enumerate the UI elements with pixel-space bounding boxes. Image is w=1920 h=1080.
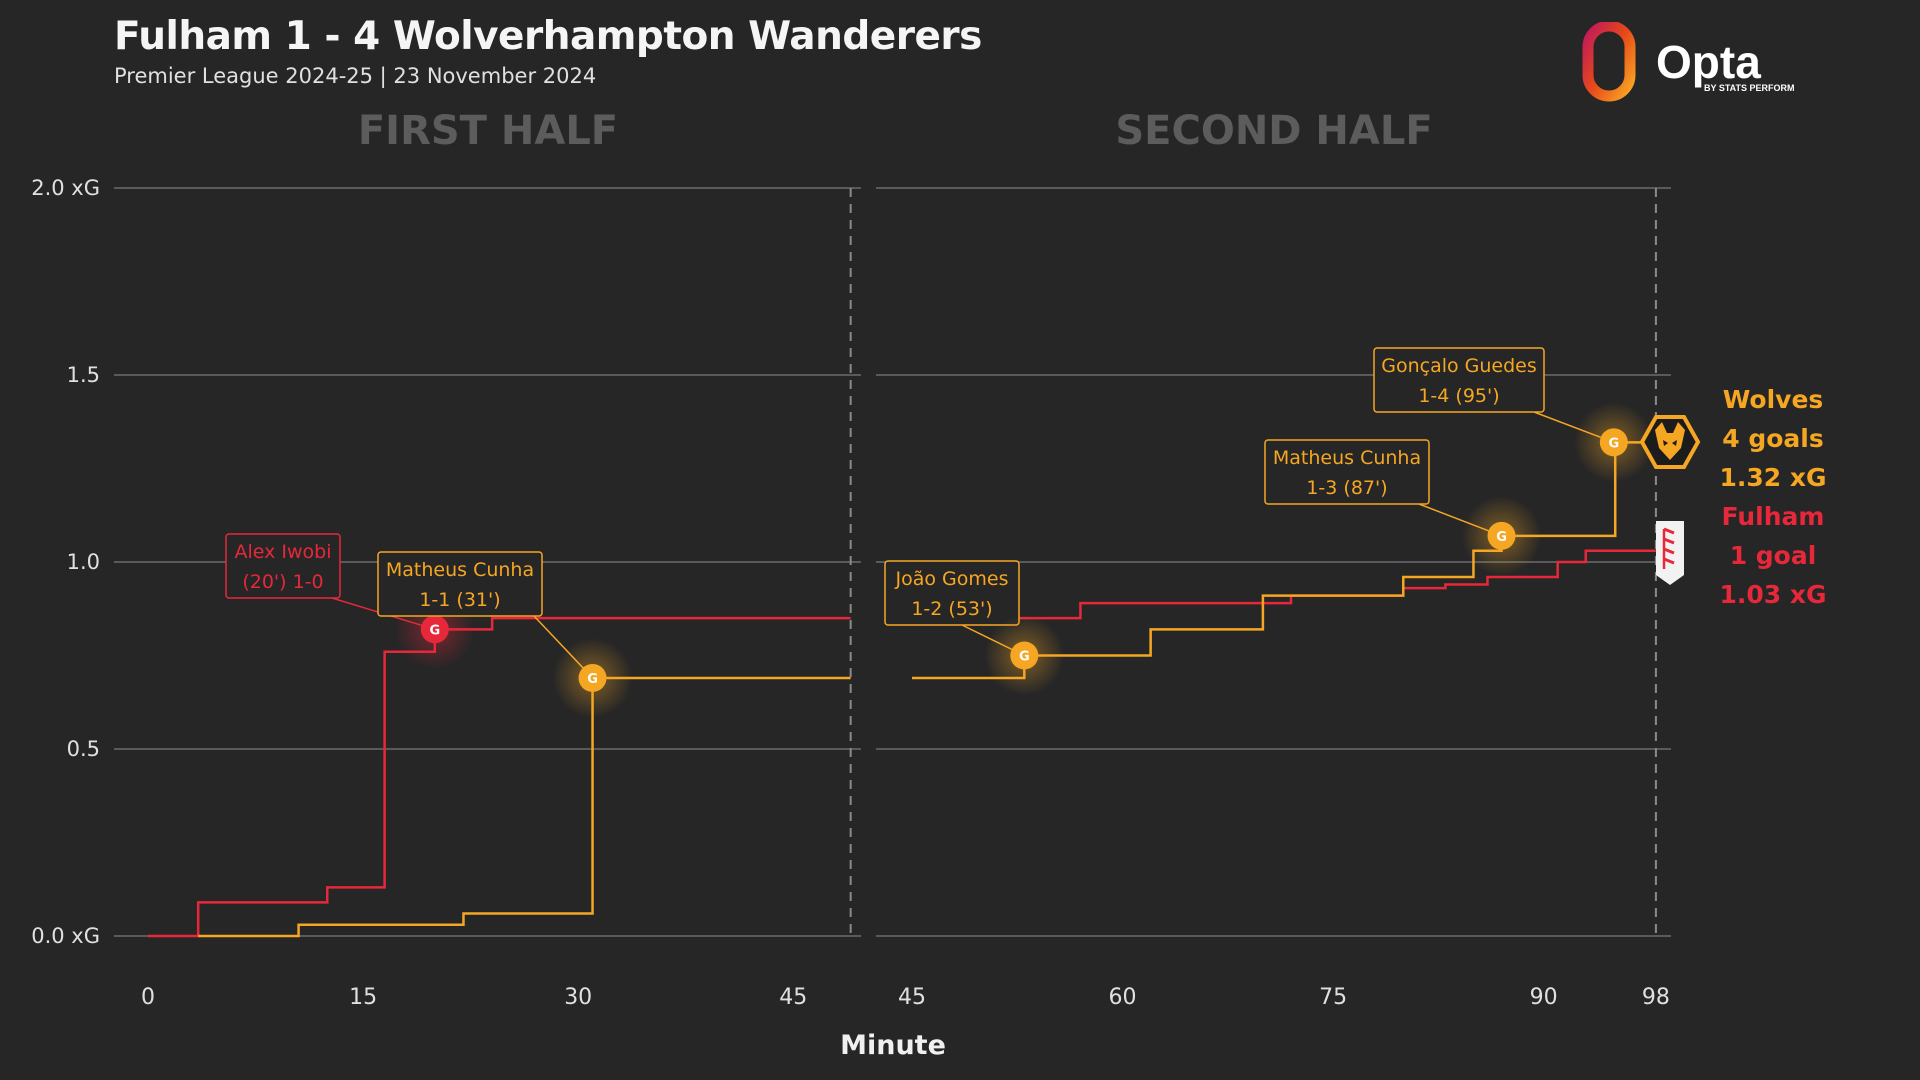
goal-marker (1010, 641, 1039, 670)
panel-title: SECOND HALF (1115, 108, 1432, 154)
y-tick-label: 1.0 (67, 550, 100, 574)
goal-callout-text: Matheus Cunha (1273, 447, 1421, 469)
goal-marker-label: G (587, 672, 598, 687)
goal-marker-label: G (429, 623, 440, 638)
goal-callout-text: 1-3 (87') (1306, 477, 1387, 499)
panel-title: FIRST HALF (358, 108, 618, 154)
fulham-team-label: Fulham (1721, 502, 1825, 531)
goal-callout-text: João Gomes (895, 568, 1009, 590)
x-tick-label: 30 (564, 985, 592, 1010)
opta-wordmark: Opta (1656, 36, 1761, 88)
goal-marker (420, 615, 449, 644)
fulham-summary: Fulham 1 goal 1.03 xG (1700, 497, 1846, 614)
y-tick-label: 1.5 (67, 363, 100, 387)
x-tick-label: 15 (349, 985, 377, 1010)
x-tick-label: 75 (1319, 985, 1347, 1010)
wolves-goals-label: 4 goals (1722, 424, 1824, 453)
goal-callout-text: Alex Iwobi (234, 541, 331, 563)
chart-subtitle: Premier League 2024-25 | 23 November 202… (114, 64, 597, 88)
fulham-xg-label: 1.03 xG (1719, 580, 1827, 609)
goal-marker (1487, 521, 1516, 550)
goal-callout-text: Matheus Cunha (386, 559, 534, 581)
wolves-crest-icon (1639, 415, 1701, 469)
x-tick-label: 0 (141, 985, 155, 1010)
x-tick-label: 45 (779, 985, 807, 1010)
y-tick-label: 0.5 (67, 737, 100, 761)
goal-marker-label: G (1608, 436, 1619, 451)
opta-logo: Opta BY STATS PERFORM (1582, 22, 1795, 102)
goal-callout-box (1373, 347, 1545, 413)
goal-marker (1599, 428, 1628, 457)
y-tick-label: 2.0 xG (31, 176, 100, 200)
fulham-goals-label: 1 goal (1729, 541, 1817, 570)
x-tick-label: 98 (1642, 985, 1670, 1010)
x-tick-label: 45 (898, 985, 926, 1010)
x-tick-label: 60 (1109, 985, 1137, 1010)
x-axis-label: Minute (840, 1030, 946, 1061)
goal-marker (578, 663, 607, 692)
goal-callout-text: Gonçalo Guedes (1381, 355, 1537, 377)
goal-callout-box (377, 551, 543, 617)
fulham-second-half-line (912, 549, 1656, 620)
chart-title: Fulham 1 - 4 Wolverhampton Wanderers (114, 14, 982, 59)
wolves-team-label: Wolves (1722, 385, 1824, 414)
opta-byline: BY STATS PERFORM (1704, 83, 1795, 93)
goal-callout-text: (20') 1-0 (242, 571, 323, 593)
goal-marker-label: G (1496, 530, 1507, 545)
y-tick-label: 0.0 xG (31, 924, 100, 948)
goal-callout-box (1264, 439, 1430, 505)
goal-callout-text: 1-2 (53') (911, 598, 992, 620)
goal-marker-label: G (1019, 650, 1030, 665)
goal-callout-text: 1-1 (31') (419, 589, 500, 611)
fulham-first-half-line (148, 616, 851, 938)
goal-callout-box (884, 560, 1020, 626)
wolves-summary: Wolves 4 goals 1.32 xG (1700, 380, 1846, 497)
wolves-xg-label: 1.32 xG (1719, 463, 1827, 492)
goal-callout-text: 1-4 (95') (1418, 385, 1499, 407)
opta-mark-icon (1582, 22, 1636, 102)
x-tick-label: 90 (1530, 985, 1558, 1010)
wolves-first-half-line (198, 676, 851, 938)
fulham-crest-icon (1656, 521, 1684, 585)
goal-callout-box (225, 533, 341, 599)
